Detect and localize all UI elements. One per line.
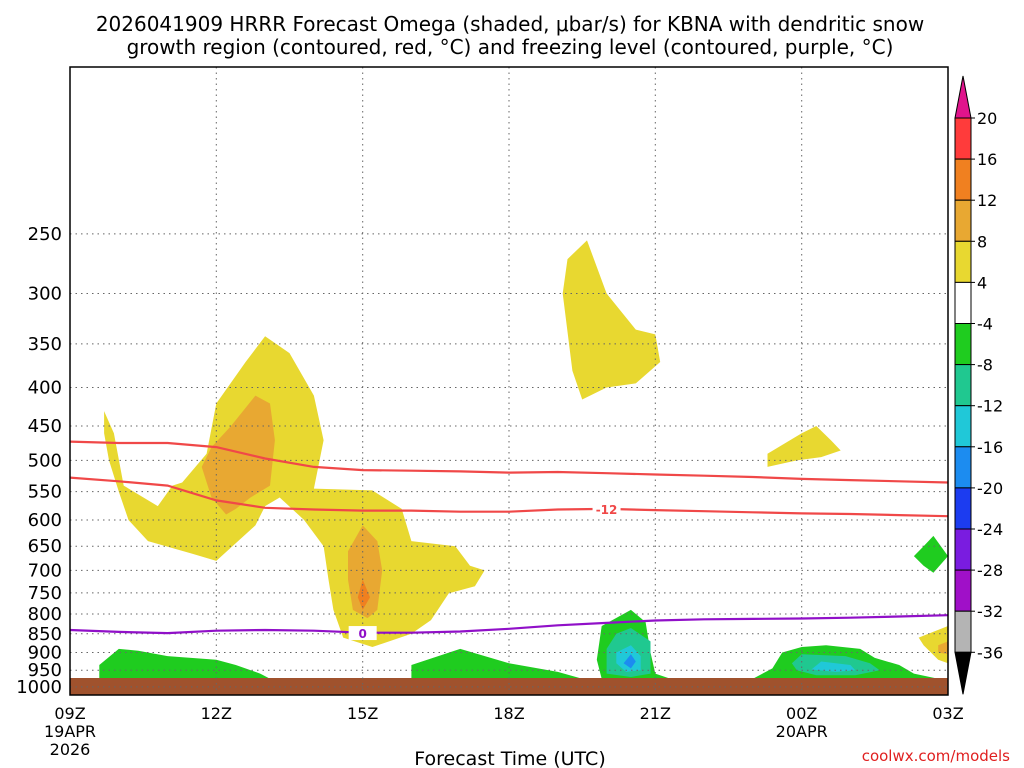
contour-label-0: 0: [358, 627, 366, 641]
y-tick-label: 350: [28, 334, 62, 355]
contour-lines: -12 0: [69, 440, 949, 641]
contour-label-bg: [592, 501, 621, 516]
x-tick-label: 03Z: [932, 704, 963, 723]
contour-0: [69, 614, 949, 635]
contour--12: [69, 476, 949, 518]
y-tick-label: 550: [28, 482, 62, 503]
x-tick-label: 15Z: [347, 704, 378, 723]
colorbar-label: 16: [977, 150, 997, 169]
colorbar-label: 8: [977, 232, 987, 251]
contour-label--12: -12: [596, 503, 618, 517]
colorbar-label: -20: [977, 479, 1003, 498]
x-tick-label: 18Z: [493, 704, 524, 723]
omega-region-10: [411, 609, 948, 687]
colorbar-bottom-arrow: [954, 651, 972, 695]
x-tick-label: 21Z: [640, 704, 671, 723]
y-tick-label: 800: [28, 604, 62, 625]
omega-region-8: [357, 579, 370, 610]
omega-region-4: [918, 626, 948, 664]
colorbar-band: [954, 610, 972, 653]
colorbar-label: -16: [977, 438, 1003, 457]
chart-title-line2: growth region (contoured, red, °C) and f…: [127, 35, 894, 59]
y-tick-label: 450: [28, 416, 62, 437]
colorbar-band: [954, 528, 972, 571]
y-axis-labels: 2503003504004505005506006507007508008509…: [16, 224, 62, 698]
colorbar-band: [954, 240, 972, 283]
colorbar-label: -4: [977, 315, 993, 334]
x-tick-label: 09Z: [54, 704, 85, 723]
x-axis-title: Forecast Time (UTC): [414, 748, 605, 768]
omega-region-6: [348, 525, 383, 619]
y-tick-label: 650: [28, 536, 62, 557]
y-tick-label: 250: [28, 224, 62, 245]
contour-label-bg: [348, 626, 377, 641]
colorbar-band: [954, 487, 972, 530]
colorbar-label: -28: [977, 561, 1003, 580]
colorbar-band: [954, 364, 972, 407]
colorbar-band: [954, 281, 972, 324]
colorbar-label: 4: [977, 273, 987, 292]
colorbar-top-arrow: [954, 75, 972, 119]
colorbar-label: 12: [977, 191, 997, 210]
x-tick-sublabel: 19APR: [44, 722, 96, 741]
colorbar-label: 20: [977, 109, 997, 128]
credit-text: coolwx.com/models: [862, 747, 1010, 765]
colorbar-label: -8: [977, 356, 993, 375]
y-tick-label: 900: [28, 643, 62, 664]
y-tick-label: 300: [28, 284, 62, 305]
y-tick-label: 600: [28, 510, 62, 531]
colorbar-band: [954, 569, 972, 612]
omega-region-1: [411, 541, 485, 593]
y-tick-label: 700: [28, 560, 62, 581]
y-tick-label: 950: [28, 660, 62, 681]
colorbar-label: -12: [977, 397, 1003, 416]
colorbar-label: -32: [977, 602, 1003, 621]
omega-shading: [99, 240, 948, 687]
grid-lines: [69, 67, 949, 695]
omega-region-3: [767, 426, 841, 467]
omega-region-7: [938, 641, 948, 655]
omega-region-9: [99, 648, 270, 682]
colorbar-band: [954, 117, 972, 160]
contour--18: [69, 440, 949, 484]
ground-fill: [70, 678, 948, 695]
y-tick-label: 850: [28, 624, 62, 645]
y-tick-label: 1000: [16, 677, 62, 698]
omega-region-15: [811, 661, 856, 672]
colorbar-band: [954, 158, 972, 201]
colorbar-band: [954, 405, 972, 448]
x-tick-label: 12Z: [201, 704, 232, 723]
plot-frame: [69, 66, 949, 696]
colorbar-band: [954, 199, 972, 242]
omega-region-2: [562, 240, 661, 400]
colorbar-band: [954, 446, 972, 489]
x-tick-sublabel: 20APR: [776, 722, 828, 741]
y-tick-label: 400: [28, 378, 62, 399]
colorbar-label: -24: [977, 520, 1003, 539]
colorbar-label: -36: [977, 643, 1003, 662]
colorbar: 20 16 12 8 4 -4 -8 -12 -16 -20 -24 -28 -32 -36: [954, 75, 1003, 695]
x-tick-label: 00Z: [786, 704, 817, 723]
y-tick-label: 750: [28, 583, 62, 604]
omega-region-5: [201, 395, 275, 515]
chart-title-line1: 2026041909 HRRR Forecast Omega (shaded, …: [96, 12, 924, 36]
omega-region-16: [623, 654, 636, 669]
omega-region-11: [913, 535, 948, 573]
omega-region-0: [104, 336, 451, 647]
colorbar-band: [954, 323, 972, 366]
y-tick-label: 500: [28, 450, 62, 471]
x-tick-sublabel: 2026: [50, 740, 91, 759]
